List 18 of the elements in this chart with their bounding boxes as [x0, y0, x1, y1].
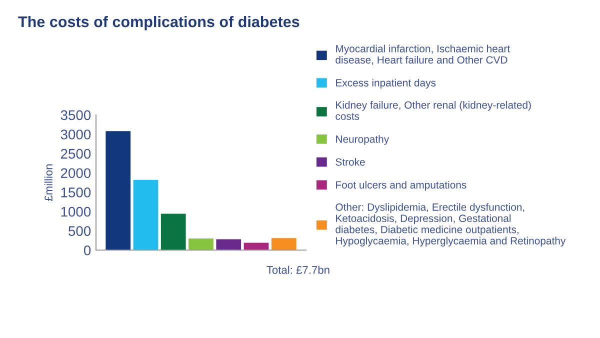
legend-label: Neuropathy [336, 135, 390, 145]
y-tick-label: 3000 [60, 130, 91, 140]
legend-label: Myocardial infarction, Ischaemic heart disease, Heart failure and Other CVD [336, 44, 510, 65]
legend-label: Kidney failure, Other renal (kidney-related) costs [336, 101, 531, 120]
text: Total: £7.7bn [266, 266, 330, 274]
y-tick-label: 1000 [61, 206, 91, 217]
y-tick-label: 1500 [61, 188, 91, 198]
legend-label: Foot ulcers and amputations [336, 180, 466, 191]
legend-label: Stroke [336, 158, 365, 166]
y-tick-label: 3500 [60, 110, 91, 120]
y-tick-label: 500 [68, 226, 91, 236]
y-tick-label: 0 [84, 245, 91, 256]
y-tick-label: 2000 [60, 168, 91, 178]
legend-label: Other: Dyslipidemia, Erectile dysfunction, Ketoacidosis, Depression, Gestational diabetes, Diabetic medicine outpatients, Hypoglycaemia, Hyperglycaemia and Retinopathy [336, 203, 566, 247]
y-tick-label: 2500 [60, 148, 91, 159]
chart-title: The costs of complications of diabetes [18, 16, 300, 30]
legend-label: Excess inpatient days [336, 78, 436, 89]
y-axis-title: £million [44, 164, 52, 202]
